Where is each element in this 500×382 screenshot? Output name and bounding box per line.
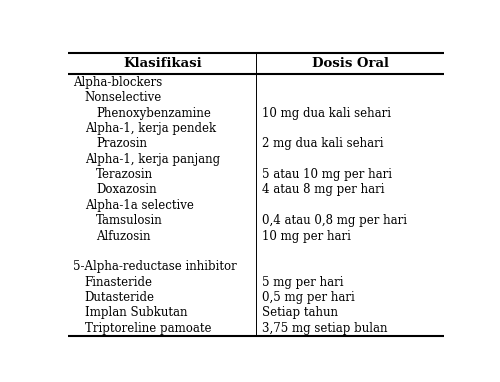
Text: 0,5 mg per hari: 0,5 mg per hari	[262, 291, 355, 304]
Text: Klasifikasi: Klasifikasi	[123, 57, 202, 70]
Text: 5-Alpha-reductase inhibitor: 5-Alpha-reductase inhibitor	[73, 260, 236, 273]
Text: Alpha-blockers: Alpha-blockers	[73, 76, 162, 89]
Text: 10 mg dua kali sehari: 10 mg dua kali sehari	[262, 107, 391, 120]
Text: Tamsulosin: Tamsulosin	[96, 214, 163, 227]
Text: Alpha-1a selective: Alpha-1a selective	[84, 199, 194, 212]
Text: 5 mg per hari: 5 mg per hari	[262, 275, 344, 288]
Text: Dutasteride: Dutasteride	[84, 291, 154, 304]
Text: Terazosin: Terazosin	[96, 168, 154, 181]
Text: Dosis Oral: Dosis Oral	[312, 57, 388, 70]
Text: Phenoxybenzamine: Phenoxybenzamine	[96, 107, 211, 120]
Text: 5 atau 10 mg per hari: 5 atau 10 mg per hari	[262, 168, 392, 181]
Text: Implan Subkutan: Implan Subkutan	[84, 306, 187, 319]
Text: Prazosin: Prazosin	[96, 137, 147, 151]
Text: Nonselective: Nonselective	[84, 91, 162, 104]
Text: 10 mg per hari: 10 mg per hari	[262, 230, 351, 243]
Text: Alpha-1, kerja pendek: Alpha-1, kerja pendek	[84, 122, 216, 135]
Text: 2 mg dua kali sehari: 2 mg dua kali sehari	[262, 137, 384, 151]
Text: Setiap tahun: Setiap tahun	[262, 306, 338, 319]
Text: Finasteride: Finasteride	[84, 275, 152, 288]
Text: Triptoreline pamoate: Triptoreline pamoate	[84, 322, 211, 335]
Text: 0,4 atau 0,8 mg per hari: 0,4 atau 0,8 mg per hari	[262, 214, 407, 227]
Text: Alpha-1, kerja panjang: Alpha-1, kerja panjang	[84, 153, 220, 166]
Text: Alfuzosin: Alfuzosin	[96, 230, 150, 243]
Text: Doxazosin: Doxazosin	[96, 183, 157, 196]
Text: 4 atau 8 mg per hari: 4 atau 8 mg per hari	[262, 183, 384, 196]
Text: 3,75 mg setiap bulan: 3,75 mg setiap bulan	[262, 322, 388, 335]
